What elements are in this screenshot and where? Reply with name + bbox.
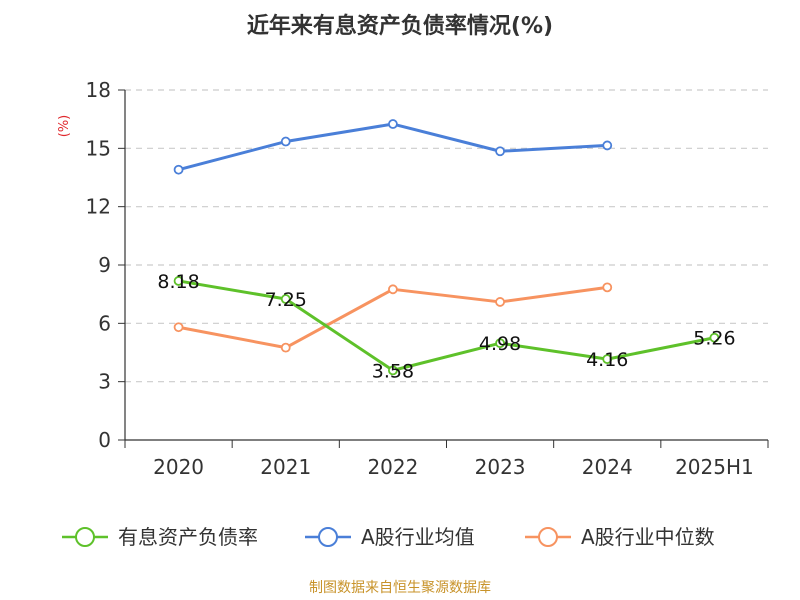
legend-swatch-marker bbox=[538, 527, 558, 547]
source-note: 制图数据来自恒生聚源数据库 bbox=[309, 580, 491, 596]
series-point bbox=[388, 365, 398, 376]
series-point bbox=[280, 136, 291, 147]
series-point bbox=[602, 282, 613, 293]
data-labels: 8.18 7.25 3.58 4.98 4.16 5.26 bbox=[157, 271, 735, 382]
series-point bbox=[709, 332, 720, 343]
series-point bbox=[280, 342, 291, 353]
legend: 有息资产负债率 A股行业均值 A股行业中位数 bbox=[62, 525, 715, 549]
x-tick-label: 2022 bbox=[367, 455, 418, 479]
series-line bbox=[178, 285, 608, 350]
series-point bbox=[280, 294, 291, 304]
legend-swatch-marker bbox=[75, 527, 95, 547]
x-tick-label: 2024 bbox=[582, 455, 633, 479]
series-point bbox=[495, 146, 505, 157]
series-point bbox=[173, 322, 184, 333]
y-tick-label: 9 bbox=[98, 253, 111, 277]
y-tick-label: 12 bbox=[86, 195, 111, 219]
series-line bbox=[178, 279, 715, 372]
x-tick-label: 2021 bbox=[260, 455, 311, 479]
series-point bbox=[602, 354, 613, 365]
legend-swatch-marker bbox=[318, 527, 338, 547]
y-axis-unit-label: (%) bbox=[57, 115, 72, 138]
y-tick-label: 18 bbox=[86, 78, 111, 102]
data-label: 7.25 bbox=[265, 289, 307, 311]
axes: 0 3 6 9 12 15 18 2020 2021 2022 2023 2024 2025H1 bbox=[86, 78, 769, 479]
series-point bbox=[495, 338, 505, 349]
series-line bbox=[178, 122, 608, 172]
series-point bbox=[388, 284, 398, 295]
data-label: 4.98 bbox=[479, 333, 521, 355]
y-tick-label: 6 bbox=[98, 311, 111, 335]
series-point bbox=[173, 164, 184, 175]
y-tick-label: 3 bbox=[98, 370, 111, 394]
legend-label: 有息资产负债率 bbox=[118, 525, 258, 549]
series-points bbox=[173, 119, 720, 376]
series-point bbox=[495, 297, 505, 307]
x-tick-label: 2023 bbox=[475, 455, 526, 479]
chart-title: 近年来有息资产负债率情况(%) bbox=[247, 13, 553, 39]
data-label: 4.16 bbox=[586, 349, 628, 371]
x-tick-label: 2020 bbox=[153, 455, 204, 479]
y-tick-label: 0 bbox=[98, 428, 111, 452]
legend-label: A股行业均值 bbox=[361, 525, 475, 549]
data-label: 5.26 bbox=[693, 328, 735, 350]
legend-label: A股行业中位数 bbox=[581, 525, 715, 549]
series-point bbox=[173, 276, 184, 286]
y-tick-label: 15 bbox=[86, 136, 111, 160]
series-lines bbox=[178, 122, 715, 372]
data-label: 3.58 bbox=[372, 360, 414, 382]
data-label: 8.18 bbox=[157, 271, 199, 293]
grid-lines bbox=[125, 89, 768, 383]
series-point bbox=[388, 119, 398, 129]
series-point bbox=[602, 140, 613, 151]
x-tick-label: 2025H1 bbox=[675, 455, 754, 479]
